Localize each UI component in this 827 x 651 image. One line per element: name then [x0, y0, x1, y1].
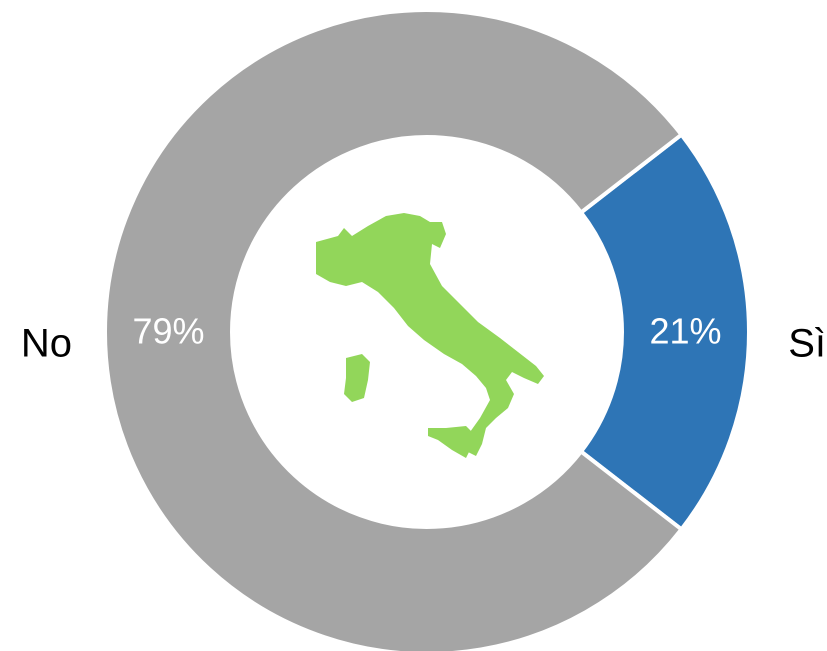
mainland [316, 213, 544, 456]
category-label: Sì [788, 322, 826, 366]
sardinia [344, 354, 370, 402]
category-label: No [21, 322, 72, 366]
sicily [428, 426, 474, 458]
slice [103, 8, 685, 651]
slice [578, 131, 751, 533]
value-label: 79% [132, 311, 204, 352]
italy-icon [316, 213, 544, 458]
value-label: 21% [649, 311, 721, 352]
